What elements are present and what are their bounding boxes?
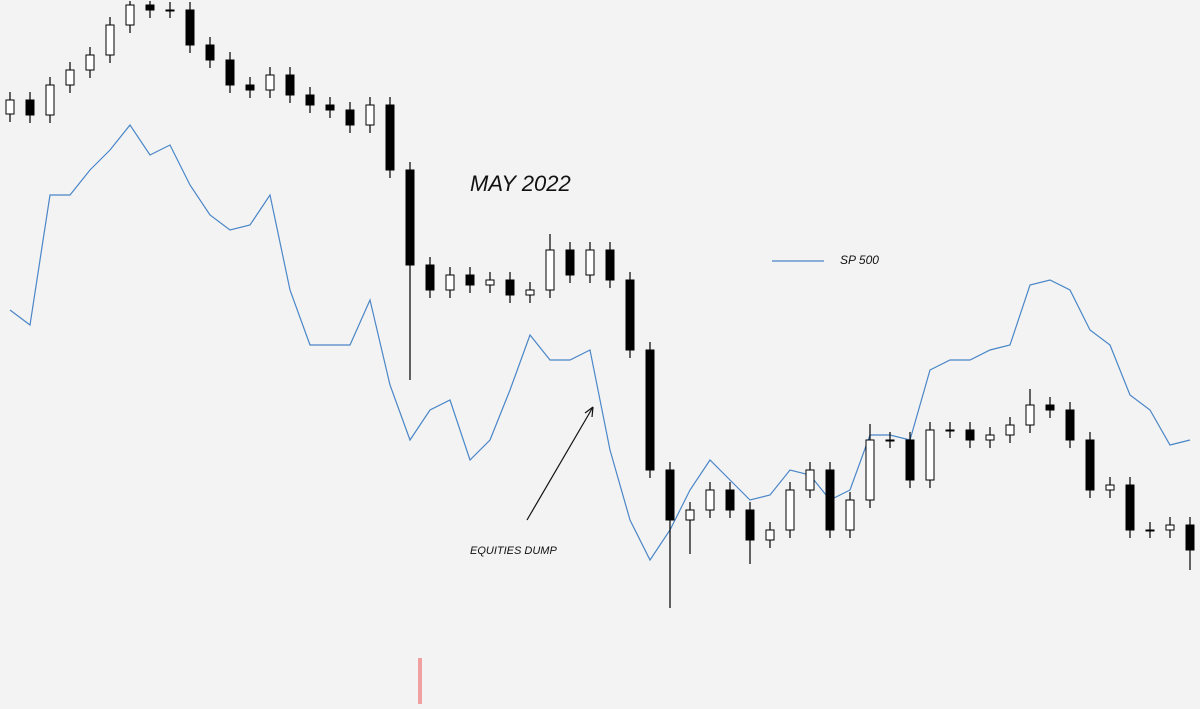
candle-body (125, 4, 135, 26)
candle-body (985, 434, 995, 441)
candle-body (965, 429, 975, 441)
candle-body (1105, 484, 1115, 491)
candle-body (885, 439, 895, 442)
candle-body (505, 279, 515, 296)
candle-body (685, 509, 695, 521)
candle-body (705, 489, 715, 511)
candle-body (1025, 404, 1035, 426)
candle-body (65, 69, 75, 86)
annotation: MAY 2022 (470, 171, 571, 196)
candle-body (405, 169, 415, 266)
arrow-head (584, 406, 594, 418)
candle-body (5, 99, 15, 115)
candle-body (185, 9, 195, 46)
candle-body (365, 104, 375, 126)
candle-body (1125, 484, 1135, 531)
candle-body (565, 249, 575, 276)
candle-body (325, 104, 335, 111)
candle-body (425, 264, 435, 291)
candle-body (25, 99, 35, 116)
candle-body (345, 109, 355, 126)
candle-body (945, 429, 955, 432)
candle-body (525, 289, 535, 296)
candle-body (285, 74, 295, 96)
candle-body (385, 104, 395, 171)
candle-body (305, 94, 315, 106)
candle-body (1065, 409, 1075, 441)
candle-body (665, 469, 675, 521)
candle-body (925, 429, 935, 481)
candle-body (1085, 439, 1095, 491)
legend-label: SP 500 (840, 253, 879, 267)
candle-body (905, 439, 915, 481)
candle-body (605, 249, 615, 281)
candle-body (785, 489, 795, 531)
candle-body (865, 439, 875, 501)
candle-body (465, 274, 475, 286)
candle-body (1185, 524, 1195, 551)
candle-body (825, 469, 835, 531)
line (9, 123, 1191, 562)
candle-body (1145, 529, 1155, 532)
candle-body (745, 509, 755, 541)
volume-bar (418, 658, 422, 704)
candle-body (765, 529, 775, 541)
candle-body (165, 9, 175, 12)
candle-body (585, 249, 595, 276)
candle-body (845, 499, 855, 531)
candle-body (725, 489, 735, 511)
candle-body (265, 74, 275, 91)
annotation: EQUITIES DUMP (470, 545, 557, 557)
candle-body (445, 274, 455, 291)
candle-body (245, 84, 255, 91)
candle-body (225, 59, 235, 86)
candle-body (805, 469, 815, 491)
candle-body (645, 349, 655, 471)
candle-body (105, 24, 115, 56)
candle-body (1045, 404, 1055, 411)
arrow (526, 406, 594, 521)
candle-body (45, 84, 55, 116)
candle-body (485, 279, 495, 286)
candle-body (1165, 524, 1175, 531)
candle-body (625, 279, 635, 351)
candle-body (145, 4, 155, 11)
plot-area (5, 1, 1195, 608)
candle-body (85, 54, 95, 71)
candle-body (205, 44, 215, 61)
candle-body (545, 249, 555, 291)
candle-body (1005, 424, 1015, 436)
